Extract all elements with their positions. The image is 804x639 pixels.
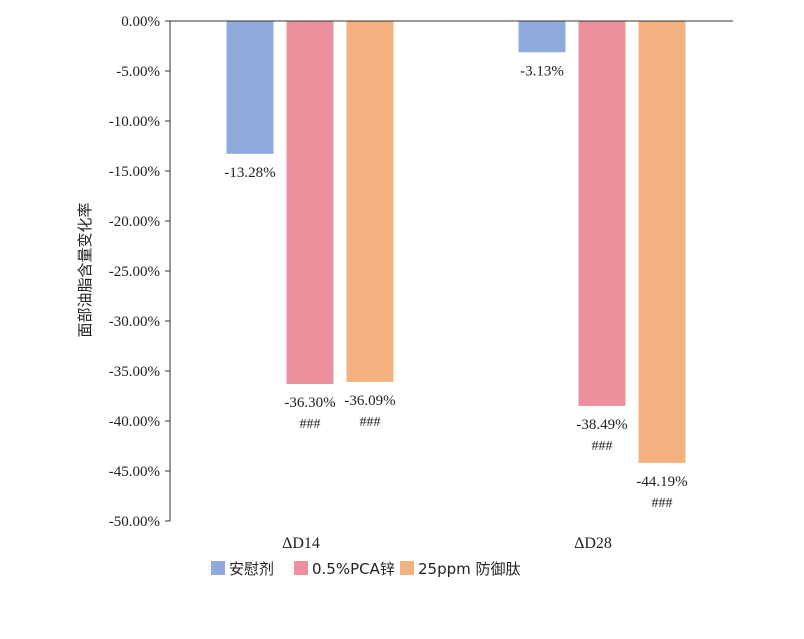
bar-1-D28 bbox=[518, 21, 566, 53]
y-tick-label: -40.00% bbox=[109, 414, 160, 430]
y-tick-label: 0.00% bbox=[121, 14, 160, 30]
bar-3-D14 bbox=[346, 21, 394, 382]
data-label: -3.13% bbox=[520, 63, 564, 79]
legend-label: 安慰剂 bbox=[229, 560, 274, 578]
data-label: -36.09% bbox=[344, 393, 395, 409]
y-tick-label: -10.00% bbox=[109, 114, 160, 130]
data-label: -13.28% bbox=[224, 165, 275, 181]
data-label: -44.19% bbox=[636, 474, 687, 490]
bar-2-D14 bbox=[286, 21, 334, 384]
y-tick-label: -20.00% bbox=[109, 214, 160, 230]
legend-swatch bbox=[294, 561, 308, 575]
y-tick-label: -50.00% bbox=[109, 514, 160, 530]
y-tick-label: -5.00% bbox=[116, 64, 160, 80]
data-label: -36.30% bbox=[284, 395, 335, 411]
y-tick-label: -25.00% bbox=[109, 264, 160, 280]
y-tick-label: -15.00% bbox=[109, 164, 160, 180]
legend-swatch bbox=[400, 561, 414, 575]
significance-mark: ### bbox=[360, 415, 381, 430]
y-tick-label: -35.00% bbox=[109, 364, 160, 380]
significance-mark: ### bbox=[300, 417, 321, 432]
data-label: -38.49% bbox=[576, 417, 627, 433]
legend-swatch bbox=[211, 561, 225, 575]
y-tick-label: -30.00% bbox=[109, 314, 160, 330]
bar-3-D28 bbox=[638, 21, 686, 463]
bar-2-D28 bbox=[578, 21, 626, 406]
bar-1-D14 bbox=[226, 21, 274, 154]
x-category-label: ΔD14 bbox=[282, 535, 320, 552]
significance-mark: ### bbox=[592, 439, 613, 454]
y-axis-label: 面部油脂含量变化率 bbox=[76, 202, 94, 337]
legend-label: 25ppm 防御肽 bbox=[418, 560, 521, 578]
legend-label: 0.5%PCA锌 bbox=[312, 560, 395, 578]
x-category-label: ΔD28 bbox=[574, 535, 612, 552]
y-tick-label: -45.00% bbox=[109, 464, 160, 480]
significance-mark: ### bbox=[652, 496, 673, 511]
